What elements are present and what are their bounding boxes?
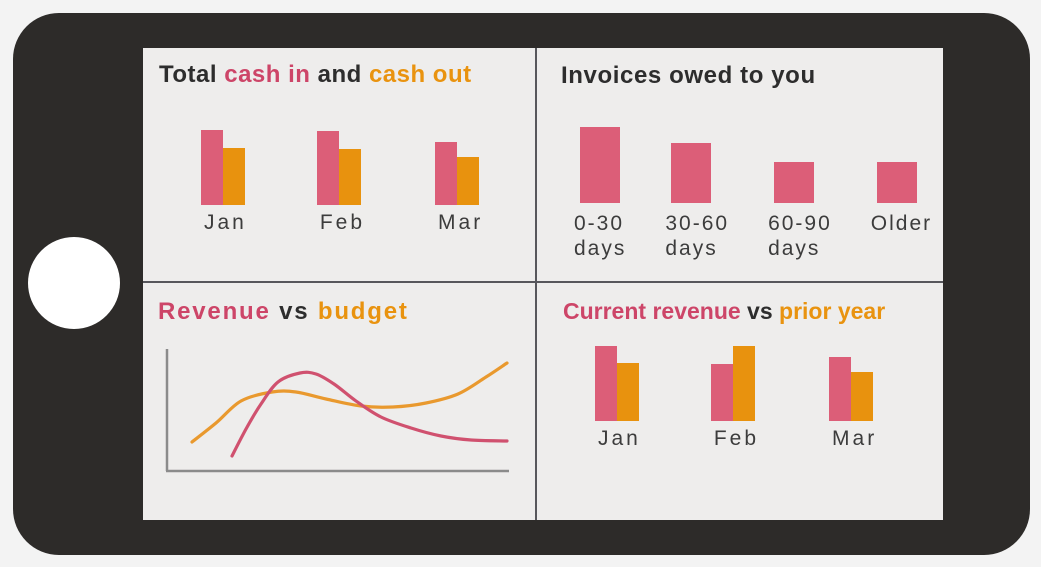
orange-bar-prior-year <box>732 346 755 421</box>
orange-bar-prior-year <box>851 372 874 421</box>
bar-pair <box>435 125 483 205</box>
bar-pair <box>710 341 759 421</box>
pink-bar-cash-in <box>201 130 223 205</box>
pink-bar-current-revenue <box>595 346 617 421</box>
category-label-line: 60-90 <box>768 212 832 235</box>
bar-group: Jan <box>201 125 247 235</box>
category-label: 30-60 days <box>665 211 729 261</box>
title-segment: Invoices owed to you <box>561 62 816 89</box>
orange-bar-cash-out <box>457 157 480 205</box>
revenue-budget-line-chart <box>165 349 509 473</box>
category-label: Mar <box>832 427 878 450</box>
invoice-column: 60-90 days <box>768 123 832 261</box>
orange-bar-prior-year <box>617 363 639 421</box>
invoice-column: 30-60 days <box>665 123 729 261</box>
invoice-bar-holder <box>876 123 932 203</box>
title-segment: cash in <box>224 61 311 88</box>
bar-pair <box>316 125 365 205</box>
panel-revenue-budget: Revenue vs budget <box>143 283 537 520</box>
title-segment: Current revenue <box>563 298 741 324</box>
title-segment: vs <box>740 298 780 324</box>
bar-group: Feb <box>316 125 366 235</box>
category-label-line: days <box>768 237 821 260</box>
bar-pair <box>201 125 247 205</box>
revenue-line <box>230 370 509 458</box>
category-label: Older <box>871 211 932 236</box>
bar-pair <box>595 341 641 421</box>
bar-pair <box>829 341 877 421</box>
category-label: 60-90 days <box>768 211 832 261</box>
title-segment: Revenue <box>158 298 271 325</box>
category-label: Feb <box>713 427 760 450</box>
invoice-bar-holder <box>580 123 626 203</box>
title-segment: and <box>310 61 369 88</box>
category-label-line: days <box>665 237 718 260</box>
panel-invoices: Invoices owed to you 0-30 days 30-60 days 60… <box>537 48 943 283</box>
pink-bar-invoices-owed <box>774 162 815 203</box>
pink-bar-cash-in <box>435 142 458 205</box>
panel-current-prior: Current revenue vs prior year Jan Feb Mar <box>537 283 943 520</box>
category-label-line: 0-30 <box>574 212 625 235</box>
title-segment: budget <box>317 298 409 325</box>
panel-cash-flow: Total cash in and cash out Jan Feb Mar <box>143 48 537 283</box>
invoices-title: Invoices owed to you <box>561 62 816 90</box>
current-prior-title: Current revenue vs prior year <box>563 298 885 325</box>
bar-group: Feb <box>710 341 760 451</box>
pink-bar-invoices-owed <box>876 162 917 203</box>
orange-bar-cash-out <box>223 148 245 205</box>
cash-flow-bar-chart: Jan Feb Mar <box>201 125 483 235</box>
category-label-line: days <box>574 237 627 260</box>
tablet-screen: Total cash in and cash out Jan Feb Mar Inv… <box>143 48 943 520</box>
bar-group: Mar <box>435 125 483 235</box>
orange-bar-cash-out <box>338 149 361 205</box>
budget-line <box>190 361 509 444</box>
category-label-line: 30-60 <box>665 212 730 235</box>
pink-bar-invoices-owed <box>671 143 712 203</box>
invoice-column: Older <box>871 123 932 261</box>
pink-bar-current-revenue <box>710 364 733 421</box>
tablet-frame: Total cash in and cash out Jan Feb Mar Inv… <box>13 13 1030 555</box>
title-segment: Total <box>159 61 225 88</box>
invoice-bar-holder <box>671 123 729 203</box>
pink-bar-cash-in <box>316 131 339 205</box>
current-prior-bar-chart: Jan Feb Mar <box>595 341 877 451</box>
category-label-line: Older <box>870 212 933 235</box>
invoice-column: 0-30 days <box>574 123 626 261</box>
title-segment: cash out <box>368 61 472 88</box>
pink-bar-invoices-owed <box>580 127 620 203</box>
category-label: Jan <box>204 211 247 234</box>
title-segment: vs <box>270 298 318 325</box>
invoice-bar-holder <box>774 123 832 203</box>
invoices-bar-chart: 0-30 days 30-60 days 60-90 days Older <box>574 123 932 261</box>
home-button[interactable] <box>28 237 120 329</box>
category-label: 0-30 days <box>574 211 626 261</box>
category-label: Mar <box>438 211 484 234</box>
bar-group: Jan <box>595 341 641 451</box>
cash-flow-title: Total cash in and cash out <box>159 61 472 89</box>
title-segment: prior year <box>779 298 886 324</box>
revenue-budget-title: Revenue vs budget <box>158 298 409 326</box>
pink-bar-current-revenue <box>829 357 852 421</box>
bar-group: Mar <box>829 341 877 451</box>
category-label: Jan <box>598 427 641 450</box>
category-label: Feb <box>319 211 366 234</box>
